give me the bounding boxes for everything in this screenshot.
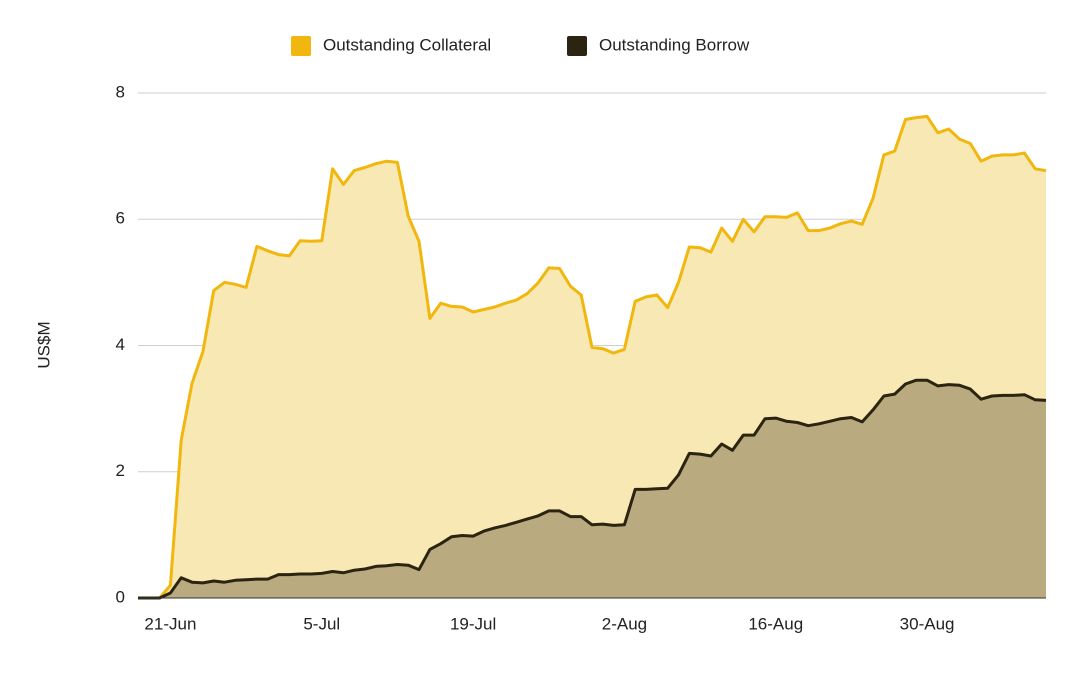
y-tick-label: 6 <box>116 209 125 228</box>
y-tick-label: 4 <box>116 335 125 354</box>
legend-label: Outstanding Collateral <box>323 35 491 54</box>
series-line <box>138 378 1047 600</box>
area-fill <box>138 380 1046 598</box>
y-tick-label: 2 <box>116 461 125 480</box>
y-axis-title: US$M <box>34 321 53 368</box>
x-tick-label: 21-Jun <box>144 614 196 633</box>
legend-label: Outstanding Borrow <box>599 35 750 54</box>
x-tick-label: 30-Aug <box>900 614 955 633</box>
x-tick-label: 2-Aug <box>602 614 647 633</box>
legend-swatch <box>291 36 311 56</box>
x-tick-label: 16-Aug <box>748 614 803 633</box>
x-tick-label: 19-Jul <box>450 614 496 633</box>
legend-swatch <box>567 36 587 56</box>
y-tick-label: 8 <box>116 82 125 101</box>
y-tick-label: 0 <box>116 587 125 606</box>
x-tick-label: 5-Jul <box>303 614 340 633</box>
series-line <box>138 114 1047 600</box>
